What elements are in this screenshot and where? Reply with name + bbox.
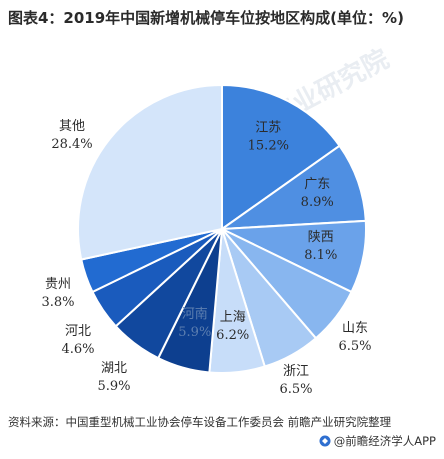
- pie-slice-1: [218, 144, 367, 231]
- slice-label-2: 陕西: [308, 230, 334, 245]
- brand-credit: @前瞻经济学人APP: [319, 433, 436, 449]
- brand-text: @前瞻经济学人APP: [333, 434, 436, 448]
- slice-label-0: 江苏: [255, 120, 281, 136]
- slice-label-6: 河南: [182, 306, 208, 322]
- slice-value-4: 6.5%: [279, 382, 312, 397]
- slice-value-3: 6.5%: [338, 339, 371, 354]
- pie-labels: 江苏 15.2% 广东 8.9% 陕西 8.1% 山东 6.5% 浙江 6.5% 上海 6.2% 河南 5…: [41, 119, 371, 397]
- slice-value-7: 5.9%: [97, 379, 130, 394]
- slice-label-9: 贵州: [45, 277, 71, 292]
- slice-label-3: 山东: [342, 321, 368, 336]
- slice-value-8: 4.6%: [61, 342, 94, 357]
- source-note: 资料来源：中国重型机械工业协会停车设备工作委员会 前瞻产业研究院整理: [8, 415, 392, 429]
- pie-slice-10: [77, 83, 223, 261]
- slice-label-1: 广东: [304, 177, 330, 192]
- slice-value-6: 5.9%: [178, 325, 211, 340]
- slice-value-9: 3.8%: [41, 295, 74, 310]
- slice-value-0: 15.2%: [248, 139, 289, 154]
- pie-slice-0: [221, 83, 341, 231]
- slice-value-10: 28.4%: [51, 137, 92, 152]
- slice-label-5: 上海: [220, 310, 246, 325]
- slice-value-5: 6.2%: [216, 328, 249, 343]
- slice-label-8: 河北: [65, 324, 91, 339]
- slice-label-10: 其他: [59, 119, 85, 134]
- slice-value-2: 8.1%: [304, 248, 337, 263]
- pie-slices: [77, 83, 367, 374]
- chart-title: 图表4：2019年中国新增机械停车位按地区构成(单位：%): [8, 9, 404, 27]
- brand-logo-icon: [319, 435, 331, 447]
- slice-label-7: 湖北: [101, 361, 127, 376]
- slice-value-1: 8.9%: [301, 195, 334, 210]
- slice-label-4: 浙江: [283, 364, 309, 379]
